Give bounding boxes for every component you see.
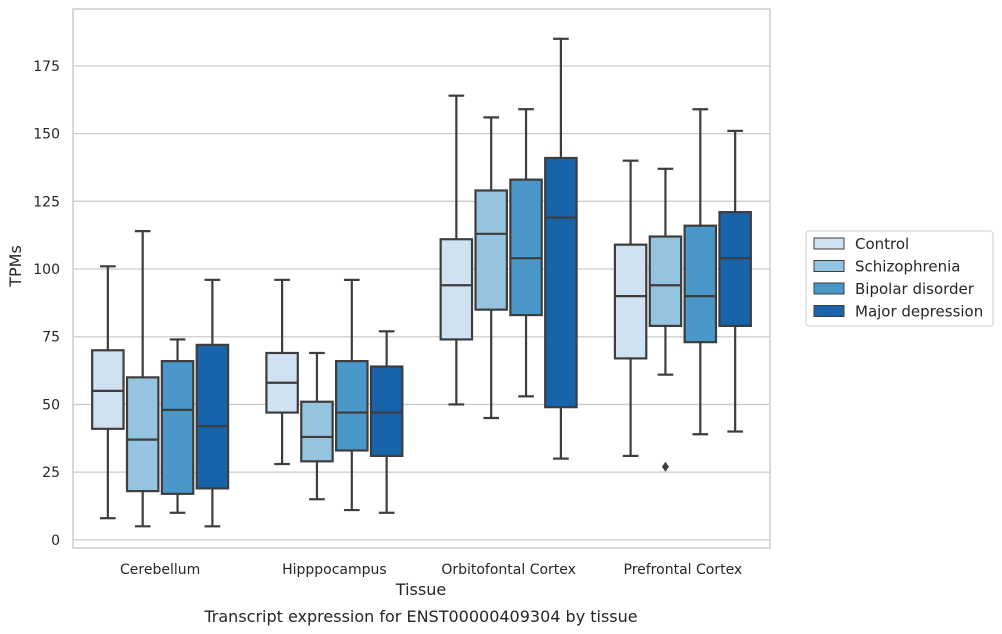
x-axis-label: Tissue <box>395 580 446 599</box>
legend-label: Bipolar disorder <box>855 280 975 298</box>
box-bipolar-disorder <box>335 278 369 512</box>
box-bipolar-disorder <box>509 108 543 398</box>
y-tick-label: 0 <box>51 533 60 549</box>
x-tick-label: Hipppocampus <box>282 562 387 578</box>
box-iqr <box>91 349 125 430</box>
y-tick-label: 100 <box>33 262 60 278</box>
box-iqr <box>369 365 404 458</box>
y-tick-label: 175 <box>33 59 60 75</box>
box-major-depression <box>544 37 578 460</box>
box-schizophrenia <box>125 230 160 528</box>
box-iqr <box>474 189 508 311</box>
legend-swatch <box>813 260 845 272</box>
legend-label: Major depression <box>855 303 983 321</box>
x-tick-label: Prefrontal Cortex <box>624 562 743 578</box>
box-schizophrenia <box>474 116 508 420</box>
box-iqr <box>648 235 683 327</box>
y-tick-label: 75 <box>42 330 60 346</box>
legend-swatch <box>813 305 845 317</box>
box-major-depression <box>718 129 752 433</box>
legend-label: Schizophrenia <box>855 258 960 276</box>
box-control <box>613 159 648 458</box>
y-tick-label: 125 <box>33 194 60 210</box>
box-schizophrenia <box>648 167 683 472</box>
box-iqr <box>509 178 543 317</box>
box-major-depression <box>195 278 230 528</box>
box-iqr <box>125 376 160 493</box>
box-iqr <box>160 360 195 495</box>
boxes <box>91 37 752 528</box>
y-tick-label: 50 <box>42 397 60 413</box>
outlier-point <box>661 461 669 472</box>
box-iqr <box>613 243 648 360</box>
box-control <box>265 278 299 466</box>
box-iqr <box>439 238 474 341</box>
chart-caption: Transcript expression for ENST0000040930… <box>203 607 637 626</box>
plot-area-frame <box>72 8 771 549</box>
box-iqr <box>195 343 230 490</box>
box-iqr <box>718 211 752 327</box>
x-axis-ticks: Cerebellum Hipppocampus Orbitofontal Corte… <box>120 562 742 578</box>
y-tick-label: 25 <box>42 465 60 481</box>
box-iqr <box>300 400 334 463</box>
box-schizophrenia <box>300 351 334 501</box>
box-control <box>91 265 125 520</box>
box-bipolar-disorder <box>160 338 195 514</box>
box-iqr <box>544 156 578 409</box>
y-axis-ticks: 0 25 50 75 100 125 150 175 <box>33 59 60 549</box>
box-major-depression <box>369 330 404 514</box>
y-tick-label: 150 <box>33 127 60 143</box>
y-axis-label: TPMs <box>6 245 25 288</box>
legend-frame <box>805 230 994 327</box>
x-tick-label: Orbitofontal Cortex <box>441 562 576 578</box>
box-bipolar-disorder <box>683 108 718 436</box>
legend-label: Control <box>855 235 909 253</box>
box-iqr <box>335 360 369 452</box>
box-control <box>439 94 474 406</box>
legend-swatch <box>813 282 845 295</box>
legend-swatch <box>813 237 845 250</box>
legend: Control Schizophrenia Bipolar disorder Majo… <box>805 230 994 327</box>
x-tick-label: Cerebellum <box>120 562 200 578</box>
box-iqr <box>683 224 718 344</box>
